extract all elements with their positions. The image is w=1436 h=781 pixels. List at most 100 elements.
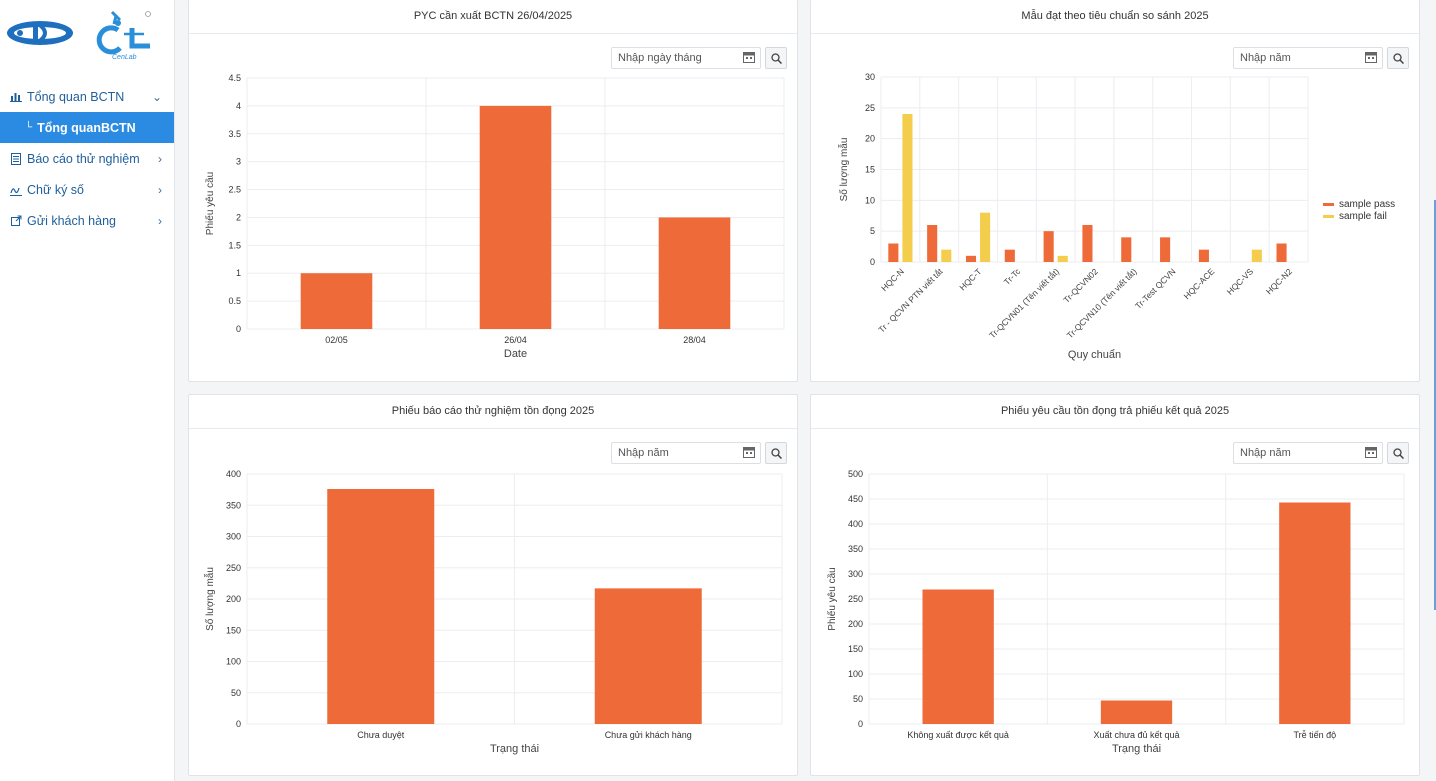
y-tick-label: 2.5 [228,185,241,195]
bar-pass [927,225,938,262]
bar-fail [1251,249,1262,262]
nav-tong-quan-label: Tổng quan BCTN [27,89,125,104]
legend-label: sample fail [1339,211,1387,222]
bar-pass [1276,243,1287,262]
y-tick-label: 50 [853,694,863,704]
calendar-icon[interactable] [1365,446,1377,458]
sidebar: CenLab Tổng quan BCTN ⌄ └ Tổng quanBCTN … [0,0,175,781]
y-tick-label: 0 [236,719,241,729]
y-tick-label: 1.5 [228,240,241,250]
y-tick-label: 2 [236,212,241,222]
x-axis-title: Date [504,348,527,360]
bar-pass [1082,225,1093,262]
y-tick-label: 25 [865,103,875,113]
year-filter: Nhập năm [1233,442,1409,464]
nav-gui-khach-hang[interactable]: Gửi khách hàng › [0,205,174,236]
card-phieu-bao-cao: Phiếu báo cáo thử nghiệm tồn đọng 2025 N… [188,394,798,776]
bar-fail [902,114,913,262]
card-title: Mẫu đạt theo tiêu chuẩn so sánh 2025 [811,0,1419,34]
y-axis-title: Phiếu yêu cầu [826,567,838,630]
x-tick-label: 26/04 [504,335,527,345]
card-pyc-can-xuat: PYC cần xuất BCTN 26/04/2025 Nhập ngày t… [188,0,798,382]
y-tick-label: 3 [236,157,241,167]
logo-area: CenLab [0,0,174,80]
bar-pass [965,255,977,262]
y-tick-label: 200 [226,594,241,604]
nav-bao-cao-label: Báo cáo thử nghiệm [27,151,140,166]
x-tick-label: Trễ tiến độ [1293,730,1336,740]
x-tick-label: HQC-N [879,266,906,293]
y-tick-label: 250 [226,563,241,573]
x-tick-label: Tr-QCVN01 (Tên viết tắt) [987,266,1061,340]
calendar-icon[interactable] [1365,51,1377,63]
company-logo [7,21,73,45]
card-mau-dat: Mẫu đạt theo tiêu chuẩn so sánh 2025 Nhậ… [810,0,1420,382]
x-tick-label: Tr-QCVN02 [1061,266,1100,305]
y-tick-label: 150 [226,625,241,635]
bar-pass [1121,237,1132,262]
y-tick-label: 3.5 [228,129,241,139]
year-input[interactable]: Nhập năm [611,442,761,464]
year-input[interactable]: Nhập năm [1233,47,1383,69]
nav-sub-label: Tổng quanBCTN [37,120,136,135]
search-button[interactable] [765,442,787,464]
bar [658,217,731,329]
grouped-bar-chart-mau-dat: 0 5 10 15 20 25 30 HQC-NTr - QCVN PTN viết tắt H… [837,72,1395,361]
calendar-icon[interactable] [743,446,755,458]
y-tick-label: 0 [870,257,875,267]
bar-fail [1057,255,1068,262]
y-tick-label: 0 [236,324,241,334]
search-button[interactable] [1387,47,1409,69]
date-filter: Nhập ngày tháng [611,47,787,69]
nav-chu-ky[interactable]: Chữ ký số › [0,174,174,205]
y-tick-label: 4 [236,101,241,111]
x-tick-label: 28/04 [683,335,706,345]
cenlab-logo [96,10,151,55]
search-button[interactable] [1387,442,1409,464]
bar-pass [1160,237,1171,262]
bar [479,105,552,329]
bar-pass [1198,249,1209,262]
bar-chart-pyc: 0 0.5 1 1.5 2 2.5 3 3.5 4 4.5 02/05 26/04 28/04 Date P… [204,73,785,360]
date-input[interactable]: Nhập ngày tháng [611,47,761,69]
bar [922,589,994,724]
nav-bao-cao[interactable]: Báo cáo thử nghiệm › [0,143,174,174]
nav-chu-ky-label: Chữ ký số [27,182,84,197]
y-tick-label: 0 [858,719,863,729]
x-tick-label: Chưa duyệt [357,730,405,740]
x-axis-title: Trạng thái [490,743,539,755]
external-link-icon [10,215,22,227]
y-tick-label: 100 [848,669,863,679]
y-tick-label: 100 [226,657,241,667]
signature-icon [10,184,22,196]
bar-chart-phieu-bao-cao: 0 50 100 150 200 250 300 350 400 Chưa duyệt Chưa g… [203,469,783,755]
bar-fail [980,212,991,262]
bar [1279,502,1351,724]
card-title: PYC cần xuất BCTN 26/04/2025 [189,0,797,34]
bar-pass [888,243,899,262]
scrollbar[interactable] [1434,200,1436,610]
y-tick-label: 30 [865,72,875,82]
search-icon [1392,52,1404,64]
y-tick-label: 500 [848,469,863,479]
chevron-right-icon: › [158,213,162,228]
y-tick-label: 50 [231,688,241,698]
x-tick-label: HQC-N2 [1264,266,1294,296]
y-tick-label: 5 [870,226,875,236]
y-tick-label: 1 [236,268,241,278]
search-button[interactable] [765,47,787,69]
bar [327,489,435,724]
x-tick-label: HQC-T [957,266,983,292]
bar-pass [1043,231,1054,262]
nav-tong-quan[interactable]: Tổng quan BCTN ⌄ [0,81,174,112]
bar [300,273,373,329]
y-tick-label: 20 [865,134,875,144]
legend-swatch [1323,203,1334,206]
nav-sub-tong-quan-bctn[interactable]: └ Tổng quanBCTN [0,112,174,143]
year-input[interactable]: Nhập năm [1233,442,1383,464]
y-tick-label: 250 [848,594,863,604]
x-axis-title: Quy chuẩn [1068,349,1121,361]
calendar-icon[interactable] [743,51,755,63]
legend-swatch [1323,215,1334,218]
x-tick-label: Tr - QCVN PTN viết tắt [876,266,945,335]
